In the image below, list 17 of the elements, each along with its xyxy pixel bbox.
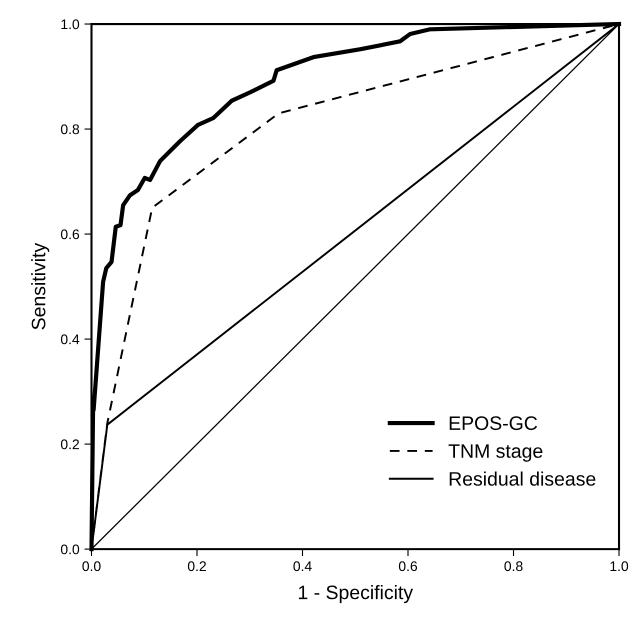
x-tick-label: 0.4 bbox=[293, 561, 312, 572]
x-axis-title: 1 - Specificity bbox=[298, 584, 414, 604]
legend-label: Residual disease bbox=[450, 471, 596, 486]
y-tick-label: 0.2 bbox=[60, 439, 79, 450]
y-tick-label: 0.8 bbox=[60, 124, 80, 134]
y-tick-label: 0.0 bbox=[60, 544, 80, 554]
y-axis-title: Sensitivity bbox=[31, 242, 50, 330]
y-tick-label: 0.4 bbox=[60, 334, 80, 344]
legend-label: EPOS-GC bbox=[450, 416, 538, 430]
x-tick-label: 0.8 bbox=[504, 561, 523, 572]
x-tick-label: 0.2 bbox=[188, 561, 206, 572]
x-tick-label: 0.6 bbox=[398, 561, 418, 572]
y-tick-label: 1.0 bbox=[61, 19, 80, 30]
x-tick-label: 1.0 bbox=[610, 561, 628, 572]
x-tick-label: 0.0 bbox=[82, 561, 101, 572]
y-tick-label: 0.6 bbox=[60, 229, 80, 240]
legend-label: TNM stage bbox=[448, 444, 542, 462]
